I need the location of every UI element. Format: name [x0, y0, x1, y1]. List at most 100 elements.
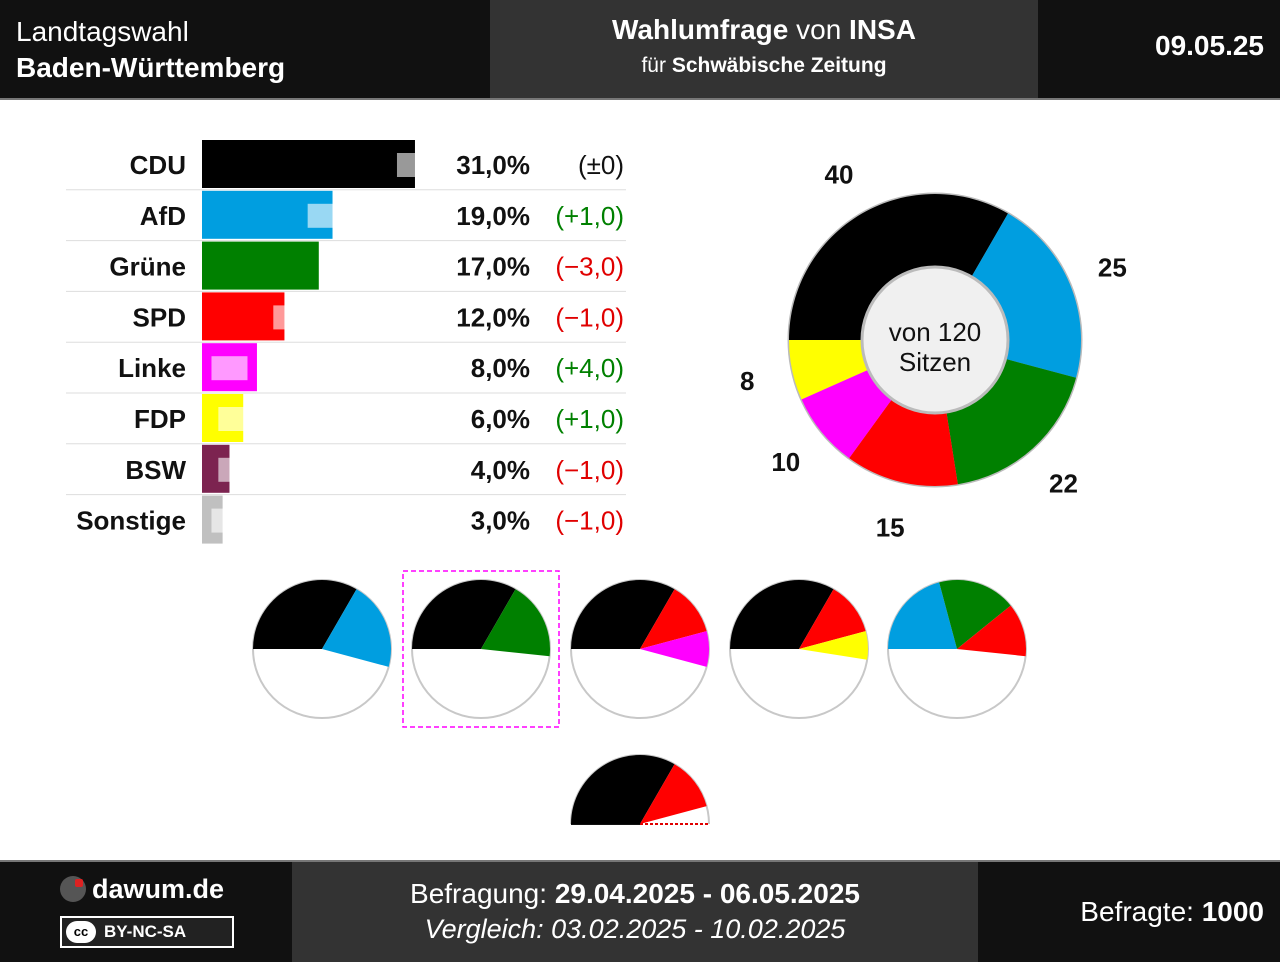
respondents-label: Befragte:	[1080, 896, 1202, 927]
value-label-bsw: 4,0%	[471, 455, 530, 485]
coalition-segment-fdp	[799, 631, 868, 660]
seat-count-afd: 25	[1098, 253, 1127, 283]
seat-count-grüne: 22	[1049, 469, 1078, 499]
value-label-fdp: 6,0%	[471, 404, 530, 434]
change-label-spd: (−1,0)	[555, 302, 624, 332]
publish-date: 09.05.25	[1155, 30, 1264, 61]
survey-dates: 29.04.2025 - 06.05.2025	[554, 878, 860, 909]
coalition-segment-afd	[888, 582, 957, 649]
bar-grüne	[202, 241, 319, 290]
coalition-cdu-spd-fdp	[729, 579, 869, 719]
coalition-segment-spd	[640, 589, 707, 649]
party-label-cdu: CDU	[130, 150, 186, 180]
header-bar: Landtagswahl Baden-Württemberg Wahlumfra…	[0, 0, 1280, 100]
site-link[interactable]: dawum.de	[60, 874, 224, 905]
election-type: Landtagswahl	[16, 16, 189, 47]
comparison-label: Vergleich:	[424, 914, 552, 944]
party-label-fdp: FDP	[134, 404, 186, 434]
value-label-grüne: 17,0%	[456, 252, 530, 282]
coalition-cdu-spd-linke	[570, 579, 710, 719]
seat-count-spd: 15	[876, 513, 905, 543]
value-label-afd: 19,0%	[456, 201, 530, 231]
license-text: BY-NC-SA	[104, 922, 187, 941]
comparison-period: Vergleich: 03.02.2025 - 10.02.2025	[292, 914, 978, 945]
site-name: dawum.de	[92, 874, 225, 904]
change-label-cdu: (±0)	[578, 150, 624, 180]
bar-spd	[202, 292, 285, 341]
dawum-logo-icon	[60, 876, 86, 902]
survey-label: Befragung:	[410, 878, 555, 909]
change-label-linke: (+4,0)	[555, 353, 624, 383]
previous-value-marker-fdp	[218, 407, 255, 431]
survey-period-info: Befragung: 29.04.2025 - 06.05.2025 Vergl…	[292, 862, 978, 962]
change-label-afd: (+1,0)	[555, 201, 624, 231]
footer-bar: dawum.de cc BY-NC-SA Befragung: 29.04.202…	[0, 860, 1280, 962]
poll-title: Wahlumfrage von INSA	[490, 14, 1038, 46]
coalition-cdu-spd	[570, 754, 710, 825]
party-label-sonstige: Sonstige	[76, 506, 186, 536]
coalition-segment-grüne	[481, 589, 550, 657]
donut-center-label-line2: Sitzen	[899, 347, 971, 377]
previous-value-marker-sonstige	[211, 508, 248, 533]
pollster-name: INSA	[849, 14, 916, 45]
donut-center-label-line1: von 120	[889, 317, 982, 347]
respondents-count: 1000	[1201, 896, 1264, 927]
poll-label: Wahlumfrage	[612, 14, 789, 45]
value-label-linke: 8,0%	[471, 353, 530, 383]
previous-value-marker-afd	[307, 203, 344, 228]
seat-count-linke: 10	[771, 447, 800, 477]
seat-segment-linke	[801, 369, 893, 459]
coalition-segment-cdu	[571, 755, 675, 824]
party-bar-chart: CDU 31,0% (±0) AfD 19,0% (+1,0) Grüne 17,0% (−3,…	[66, 140, 626, 544]
coalition-highlight-box	[402, 570, 560, 728]
coalition-segment-cdu	[253, 580, 357, 649]
seat-segment-cdu	[789, 193, 1008, 340]
seat-segment-spd	[849, 399, 958, 486]
coalition-segment-afd	[322, 589, 391, 667]
bar-cdu	[202, 140, 415, 188]
change-label-bsw: (−1,0)	[555, 455, 624, 485]
comparison-dates: 03.02.2025 - 10.02.2025	[551, 914, 846, 944]
survey-period: Befragung: 29.04.2025 - 06.05.2025	[292, 878, 978, 910]
previous-value-marker-bsw	[218, 457, 255, 482]
party-label-afd: AfD	[140, 201, 186, 231]
client-prefix: für	[641, 54, 672, 77]
coalition-segment-spd	[799, 589, 866, 649]
election-state: Baden-Württemberg	[16, 52, 286, 83]
party-label-spd: SPD	[133, 302, 186, 332]
party-label-bsw: BSW	[125, 455, 186, 485]
poll-label-connector: von	[788, 14, 850, 45]
donut-center	[860, 265, 1010, 415]
coalition-cdu-afd	[252, 579, 392, 719]
coalition-segment-grüne	[939, 580, 1011, 649]
coalition-segment-cdu	[412, 580, 516, 649]
coalition-segment-spd	[957, 605, 1026, 657]
coalition-segment-cdu	[730, 580, 834, 649]
previous-value-marker-linke	[211, 356, 248, 381]
coalition-segment-cdu	[571, 579, 675, 649]
coalition-cdu-grüne	[402, 570, 560, 728]
coalition-segment-linke	[640, 631, 709, 667]
client-name: Schwäbische Zeitung	[671, 54, 887, 77]
party-label-grüne: Grüne	[109, 252, 186, 282]
change-label-sonstige: (−1,0)	[555, 506, 624, 536]
party-label-linke: Linke	[118, 353, 186, 383]
poll-info: Wahlumfrage von INSA für Schwäbische Zei…	[490, 0, 1038, 98]
change-label-grüne: (−3,0)	[555, 252, 624, 282]
footer-brand: dawum.de cc BY-NC-SA	[0, 862, 290, 962]
seat-segment-grüne	[946, 358, 1077, 485]
coalition-segment-spd	[640, 764, 707, 824]
poll-client: für Schwäbische Zeitung	[490, 54, 1038, 78]
seat-count-cdu: 40	[825, 160, 854, 190]
previous-value-marker-grüne	[321, 254, 358, 279]
creative-commons-icon: cc	[66, 921, 96, 943]
value-label-cdu: 31,0%	[456, 150, 530, 180]
coalition-afd-grüne-spd	[887, 579, 1027, 719]
value-label-sonstige: 3,0%	[471, 506, 530, 536]
previous-value-marker-cdu	[396, 153, 433, 177]
seat-count-fdp: 8	[740, 366, 754, 396]
change-label-fdp: (+1,0)	[555, 404, 624, 434]
value-label-spd: 12,0%	[456, 302, 530, 332]
license-badge[interactable]: cc BY-NC-SA	[60, 916, 234, 948]
